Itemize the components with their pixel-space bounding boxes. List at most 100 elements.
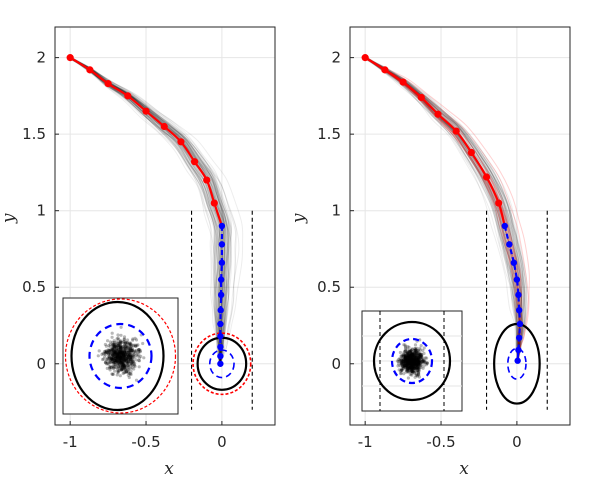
inset-sample-point [127,375,131,380]
inset-sample-point [100,352,104,357]
inset-sample-point [105,350,109,354]
inset-sample-point [131,362,135,366]
sample-trajectory [69,56,222,366]
inset-sample-point [417,362,421,366]
inset-sample-point [111,356,115,360]
inset-sample-point [111,341,115,345]
inset-sample-point [413,351,417,355]
inset-sample-point [406,345,410,349]
inset-sample-point [113,351,117,355]
inset-sample-point [417,359,421,363]
inset-sample-point [402,359,406,364]
inset-sample-point [137,350,141,354]
inset-sample-point [410,373,414,377]
inset-sample-point [406,356,411,360]
inset-sample-point [424,363,429,367]
inset-sample-point [414,356,418,360]
inset-sample-point [405,358,410,362]
inset-sample-point [409,357,413,361]
inset-sample-point [413,358,417,363]
sample-trajectory [365,57,525,361]
inset-sample-point [412,362,416,366]
inset-sample-point [123,367,128,371]
inset-sample-point [412,366,416,370]
inset-sample-point [406,355,410,359]
inset-sample-point [117,362,121,366]
inset-sample-point [112,352,116,356]
inset-sample-point [406,360,410,364]
inset-sample-point [412,366,416,370]
inset-sample-point [403,356,407,360]
inset-sample-point [117,342,121,346]
inset-sample-point [108,360,112,364]
inset-sample-point [122,359,126,363]
inset-sample-point [122,363,126,367]
inset-sample-point [406,362,410,366]
inset-sample-point [119,350,123,354]
inset-sample-point [409,359,413,363]
inset-sample-point [415,366,419,370]
inset-sample-point [409,355,413,360]
sample-trajectory [365,57,519,360]
inset-sample-point [116,356,120,360]
inset-sample-point [409,361,413,365]
inset-sample-point [118,363,122,367]
inset-sample-point [119,349,123,353]
inset-sample-point [121,359,126,363]
inset-sample-point [134,348,138,352]
inset-sample-point [125,350,129,354]
inset-sample-point [128,343,132,347]
inset-sample-point [418,352,422,357]
inset-sample-point [116,369,120,373]
inset-sample-point [418,361,422,365]
inset-sample-point [124,345,128,349]
inset-sample-point [112,357,116,362]
inset-sample-point [414,356,418,360]
inset-sample-point [117,356,121,361]
inset-sample-point [114,351,118,355]
inset-sample-point [415,372,419,376]
sample-trajectory [70,57,227,365]
inset-sample-point [410,354,415,358]
inset-sample-point [408,355,412,359]
inset-sample-point [123,352,127,356]
inset-sample-point [128,356,132,360]
inset-sample-point [416,362,420,366]
inset-sample-point [127,350,131,354]
inset-sample-point [405,366,409,370]
inset-sample-point [111,357,115,361]
inset-sample-point [404,355,408,359]
inset-sample-point [126,371,130,375]
inset-sample-point [130,344,134,348]
inset-sample-point [402,360,406,364]
inset-sample-point [409,363,413,367]
sample-trajectory [69,57,232,366]
inset-sample-point [115,337,119,341]
inset-sample-point [409,353,414,358]
inset-sample-point [410,366,414,371]
inset-sample-point [422,364,426,368]
inset-sample-point [122,358,126,363]
terminal-phase-point [217,276,225,283]
inset-sample-point [114,352,118,356]
inset-sample-point [408,355,412,359]
inset-sample-point [119,354,123,358]
inset-sample-point [121,345,125,349]
inset-sample-point [113,369,117,373]
inset-sample-point [409,355,413,359]
inset-sample-point [405,365,409,369]
mean-trajectory-point [104,80,112,88]
inset-sample-point [120,340,124,344]
inset-sample-point [130,366,134,370]
inset-sample-point [112,349,116,353]
inset-sample-point [116,357,120,362]
inset-sample-point [111,353,115,358]
inset-sample-point [118,355,122,359]
inset-sample-point [107,351,111,355]
inset-sample-point [111,343,115,348]
inset-sample-point [405,352,409,356]
inset-sample-point [137,348,141,352]
inset-sample-point [110,335,114,339]
inset-sample-point [408,359,412,363]
inset-sample-point [408,373,412,377]
